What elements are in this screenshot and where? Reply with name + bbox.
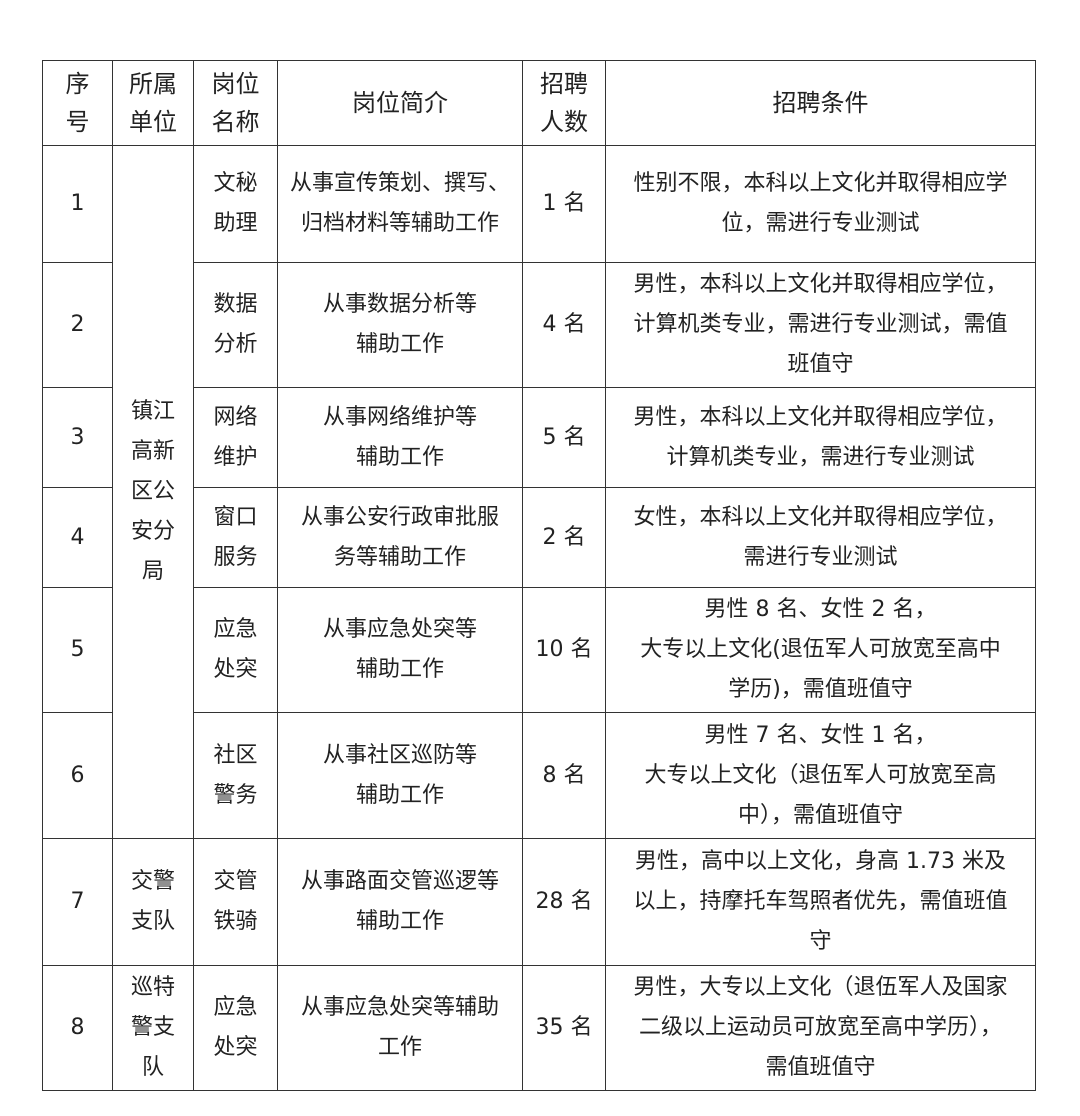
header-desc: 岗位简介 — [277, 60, 523, 146]
row-no: 1 — [42, 145, 113, 263]
post-req: 男性，大专以上文化（退伍军人及国家 二级以上运动员可放宽至高中学历）， 需值班值… — [605, 965, 1036, 1091]
post-req: 男性，本科以上文化并取得相应学位， 计算机类专业，需进行专业测试 — [605, 387, 1036, 488]
post-name: 窗口 服务 — [193, 487, 278, 588]
post-desc: 从事宣传策划、撰写、 归档材料等辅助工作 — [277, 145, 523, 263]
post-count: 4 名 — [522, 262, 606, 388]
post-name: 网络 维护 — [193, 387, 278, 488]
table-row: 7 交警 支队 交管 铁骑 从事路面交管巡逻等 辅助工作 28 名 男性，高中以… — [42, 838, 1036, 966]
row-no: 3 — [42, 387, 113, 488]
header-count: 招聘 人数 — [522, 60, 606, 146]
post-req: 性别不限，本科以上文化并取得相应学 位，需进行专业测试 — [605, 145, 1036, 263]
post-desc: 从事路面交管巡逻等 辅助工作 — [277, 838, 523, 966]
table-row: 8 巡特 警支 队 应急 处突 从事应急处突等辅助 工作 35 名 男性，大专以… — [42, 965, 1036, 1091]
header-post: 岗位 名称 — [193, 60, 278, 146]
table-row: 4 窗口 服务 从事公安行政审批服 务等辅助工作 2 名 女性，本科以上文化并取… — [42, 487, 1036, 588]
post-req: 男性 8 名、女性 2 名， 大专以上文化(退伍军人可放宽至高中 学历)，需值班… — [605, 587, 1036, 713]
post-name: 应急 处突 — [193, 587, 278, 713]
row-no: 2 — [42, 262, 113, 388]
post-count: 10 名 — [522, 587, 606, 713]
post-count: 28 名 — [522, 838, 606, 966]
post-req: 男性，高中以上文化，身高 1.73 米及 以上，持摩托车驾照者优先，需值班值 守 — [605, 838, 1036, 966]
post-name: 数据 分析 — [193, 262, 278, 388]
recruitment-table: 序 号 所属 单位 岗位 名称 岗位简介 招聘 人数 招聘条件 1 镇江 高新 … — [42, 60, 1036, 1091]
post-desc: 从事应急处突等 辅助工作 — [277, 587, 523, 713]
post-count: 5 名 — [522, 387, 606, 488]
post-name: 交管 铁骑 — [193, 838, 278, 966]
row-no: 7 — [42, 838, 113, 966]
header-req: 招聘条件 — [605, 60, 1036, 146]
row-no: 5 — [42, 587, 113, 713]
post-desc: 从事社区巡防等 辅助工作 — [277, 712, 523, 839]
row-no: 4 — [42, 487, 113, 588]
post-count: 35 名 — [522, 965, 606, 1091]
post-count: 1 名 — [522, 145, 606, 263]
post-req: 男性，本科以上文化并取得相应学位， 计算机类专业，需进行专业测试，需值 班值守 — [605, 262, 1036, 388]
post-req: 男性 7 名、女性 1 名， 大专以上文化（退伍军人可放宽至高 中），需值班值守 — [605, 712, 1036, 839]
header-no: 序 号 — [42, 60, 113, 146]
table-row: 1 镇江 高新 区公 安分 局 文秘 助理 从事宣传策划、撰写、 归档材料等辅助… — [42, 145, 1036, 839]
unit-cell: 巡特 警支 队 — [112, 965, 194, 1091]
row-no: 8 — [42, 965, 113, 1091]
post-name: 文秘 助理 — [193, 145, 278, 263]
row-no: 6 — [42, 712, 113, 839]
post-desc: 从事应急处突等辅助 工作 — [277, 965, 523, 1091]
header-row: 序 号 所属 单位 岗位 名称 岗位简介 招聘 人数 招聘条件 — [42, 60, 1036, 146]
post-desc: 从事数据分析等 辅助工作 — [277, 262, 523, 388]
table-row: 2 数据 分析 从事数据分析等 辅助工作 4 名 男性，本科以上文化并取得相应学… — [42, 262, 1036, 388]
table-row: 3 网络 维护 从事网络维护等 辅助工作 5 名 男性，本科以上文化并取得相应学… — [42, 387, 1036, 488]
post-req: 女性，本科以上文化并取得相应学位， 需进行专业测试 — [605, 487, 1036, 588]
post-count: 2 名 — [522, 487, 606, 588]
unit-cell: 交警 支队 — [112, 838, 194, 966]
post-name: 应急 处突 — [193, 965, 278, 1091]
post-desc: 从事公安行政审批服 务等辅助工作 — [277, 487, 523, 588]
header-unit: 所属 单位 — [112, 60, 194, 146]
post-count: 8 名 — [522, 712, 606, 839]
post-desc: 从事网络维护等 辅助工作 — [277, 387, 523, 488]
table-row: 6 社区 警务 从事社区巡防等 辅助工作 8 名 男性 7 名、女性 1 名， … — [42, 712, 1036, 839]
unit-cell: 镇江 高新 区公 安分 局 — [112, 145, 194, 839]
post-name: 社区 警务 — [193, 712, 278, 839]
